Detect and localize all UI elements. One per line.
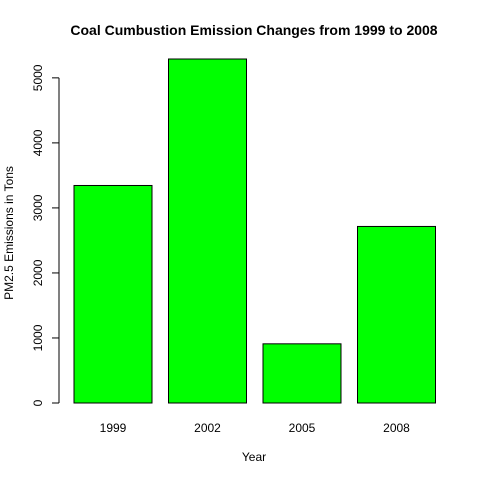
x-tick-label: 1999 [100, 421, 127, 435]
y-tick-label: 4000 [31, 129, 45, 156]
y-tick-label: 2000 [31, 259, 45, 286]
bar [358, 226, 436, 403]
x-tick-label: 2008 [383, 421, 410, 435]
bar [74, 185, 152, 403]
bar [263, 344, 341, 403]
x-tick-label: 2005 [289, 421, 316, 435]
y-tick-label: 5000 [31, 64, 45, 91]
x-axis-label: Year [242, 450, 266, 464]
y-tick-label: 1000 [31, 324, 45, 351]
x-tick-label: 2002 [194, 421, 221, 435]
bar [169, 59, 247, 403]
y-tick-label: 0 [31, 399, 45, 406]
bars-group [74, 59, 436, 403]
y-axis-label: PM2.5 Emissions in Tons [2, 166, 16, 300]
chart-title: Coal Cumbustion Emission Changes from 19… [70, 22, 437, 38]
y-axis: 0 1000 2000 3000 4000 5000 [31, 64, 59, 406]
y-tick-label: 3000 [31, 194, 45, 221]
x-tick-labels: 1999 2002 2005 2008 [100, 421, 411, 435]
